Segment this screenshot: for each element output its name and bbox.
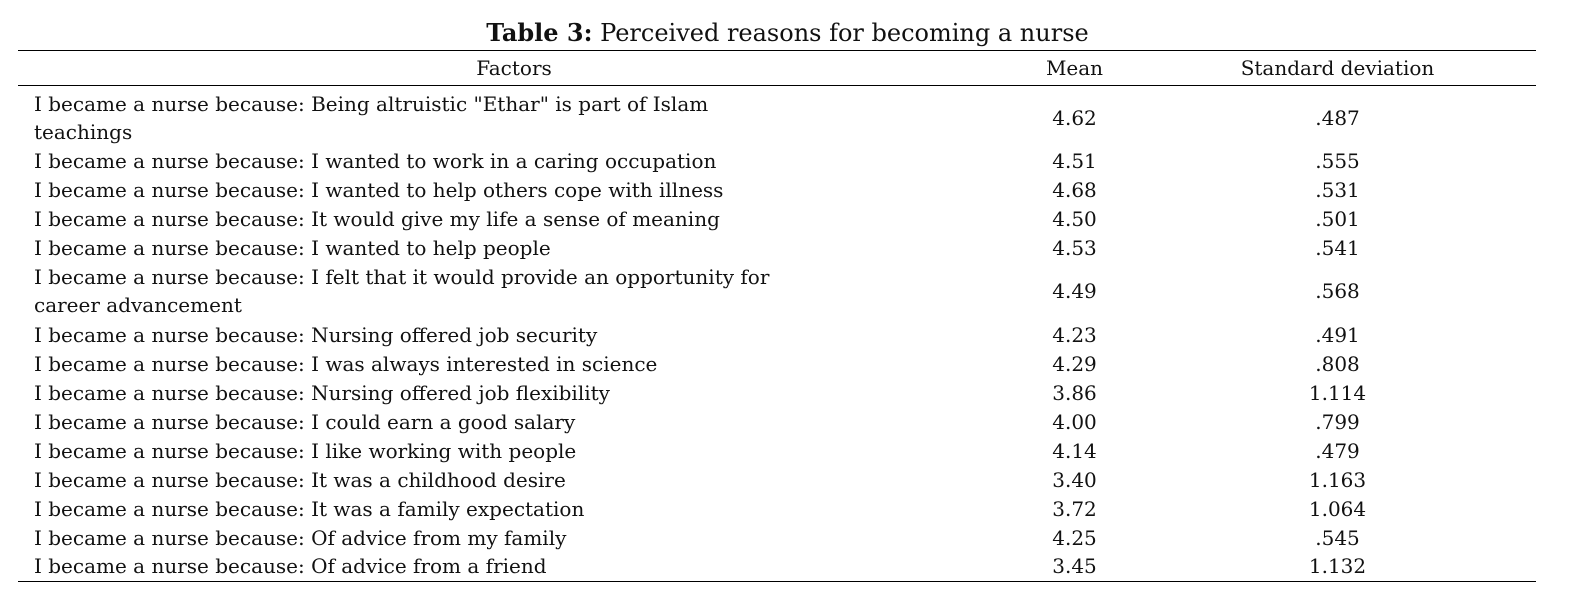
cell-factor: I became a nurse because: I wanted to he… xyxy=(18,175,1010,204)
factor-text: I became a nurse because: I could earn a… xyxy=(34,409,576,434)
cell-standard-deviation: .808 xyxy=(1315,351,1360,376)
cell-mean: 4.00 xyxy=(1052,409,1097,434)
table-caption: Table 3: Perceived reasons for becoming … xyxy=(0,16,1575,50)
table-row: I became a nurse because: I wanted to wo… xyxy=(18,146,1536,175)
factor-text: I became a nurse because: Nursing offere… xyxy=(34,322,598,347)
cell-standard-deviation: 1.114 xyxy=(1308,380,1367,405)
cell-standard-deviation: .568 xyxy=(1315,279,1360,303)
cell-standard-deviation: .501 xyxy=(1315,206,1360,231)
reasons-table: Factors Mean Standard deviation I became… xyxy=(18,50,1536,582)
cell-mean: 4.53 xyxy=(1052,235,1097,260)
table-row: I became a nurse because: I like working… xyxy=(18,436,1536,465)
table-row: I became a nurse because: It was a famil… xyxy=(18,494,1536,523)
factor-text: I became a nurse because: Being altruist… xyxy=(34,92,709,144)
factor-text: I became a nurse because: I was always i… xyxy=(34,351,658,376)
cell-standard-deviation: 1.064 xyxy=(1308,496,1367,521)
cell-mean: 4.29 xyxy=(1052,351,1097,376)
cell-standard-deviation: 1.163 xyxy=(1308,467,1367,492)
cell-mean: 4.14 xyxy=(1052,438,1097,463)
cell-standard-deviation: 1.132 xyxy=(1139,552,1536,582)
cell-factor: I became a nurse because: Of advice from… xyxy=(18,552,1010,582)
cell-standard-deviation: .799 xyxy=(1315,409,1360,434)
cell-factor: I became a nurse because: I like working… xyxy=(18,436,1010,465)
table-row: I became a nurse because: I was always i… xyxy=(18,349,1536,378)
cell-factor: I became a nurse because: I was always i… xyxy=(18,349,1010,378)
cell-factor: I became a nurse because: Of advice from… xyxy=(18,523,1010,552)
cell-factor: I became a nurse because: It was a famil… xyxy=(18,494,1010,523)
cell-factor: I became a nurse because: I could earn a… xyxy=(18,407,1010,436)
factor-text: I became a nurse because: Of advice from… xyxy=(34,554,547,579)
table-row: I became a nurse because: I could earn a… xyxy=(18,407,1536,436)
cell-mean: 3.72 xyxy=(1052,496,1097,521)
factor-text: I became a nurse because: Of advice from… xyxy=(34,525,567,550)
table-caption-label: Table 3: xyxy=(486,18,593,47)
header-standard-deviation: Standard deviation xyxy=(1139,50,1536,86)
table-row: I became a nurse because: It would give … xyxy=(18,204,1536,233)
factor-text: I became a nurse because: I like working… xyxy=(34,438,577,463)
cell-factor: I became a nurse because: It would give … xyxy=(18,204,1010,233)
table-row: I became a nurse because: I wanted to he… xyxy=(18,233,1536,262)
table-row: I became a nurse because: It was a child… xyxy=(18,465,1536,494)
table-caption-text: Perceived reasons for becoming a nurse xyxy=(600,19,1089,47)
cell-mean: 3.45 xyxy=(1010,552,1139,582)
cell-mean: 4.50 xyxy=(1052,206,1097,231)
header-mean: Mean xyxy=(1010,50,1139,86)
table-row: I became a nurse because: Nursing offere… xyxy=(18,320,1536,349)
factor-text: I became a nurse because: I felt that it… xyxy=(34,265,770,317)
cell-standard-deviation: .491 xyxy=(1315,322,1360,347)
factor-text: I became a nurse because: It would give … xyxy=(34,206,720,231)
cell-mean: 3.86 xyxy=(1052,380,1097,405)
factor-text: I became a nurse because: It was a child… xyxy=(34,467,566,492)
table-row: I became a nurse because: I wanted to he… xyxy=(18,175,1536,204)
cell-standard-deviation: .541 xyxy=(1315,235,1360,260)
table-row: I became a nurse because: Being altruist… xyxy=(18,86,1536,147)
table-header-row: Factors Mean Standard deviation xyxy=(18,50,1536,86)
cell-standard-deviation: .545 xyxy=(1315,525,1360,550)
table-row: I became a nurse because: Of advice from… xyxy=(18,552,1536,582)
cell-factor: I became a nurse because: I felt that it… xyxy=(18,262,1010,320)
table-row: I became a nurse because: Nursing offere… xyxy=(18,378,1536,407)
factor-text: I became a nurse because: It was a famil… xyxy=(34,496,585,521)
cell-standard-deviation: .479 xyxy=(1315,438,1360,463)
factor-text: I became a nurse because: Nursing offere… xyxy=(34,380,610,405)
cell-standard-deviation: .531 xyxy=(1315,177,1360,202)
factor-text: I became a nurse because: I wanted to he… xyxy=(34,177,724,202)
cell-mean: 3.40 xyxy=(1052,467,1097,492)
cell-mean: 4.23 xyxy=(1052,322,1097,347)
cell-factor: I became a nurse because: It was a child… xyxy=(18,465,1010,494)
cell-mean: 4.25 xyxy=(1052,525,1097,550)
table-row: I became a nurse because: I felt that it… xyxy=(18,262,1536,320)
cell-factor: I became a nurse because: Nursing offere… xyxy=(18,320,1010,349)
cell-mean: 4.49 xyxy=(1052,279,1097,303)
table-row: I became a nurse because: Of advice from… xyxy=(18,523,1536,552)
cell-standard-deviation: .487 xyxy=(1315,106,1360,130)
cell-standard-deviation: .555 xyxy=(1315,148,1360,173)
cell-factor: I became a nurse because: Being altruist… xyxy=(18,86,1010,147)
cell-factor: I became a nurse because: I wanted to he… xyxy=(18,233,1010,262)
cell-mean: 4.68 xyxy=(1052,177,1097,202)
cell-factor: I became a nurse because: I wanted to wo… xyxy=(18,146,1010,175)
header-factors: Factors xyxy=(18,50,1010,86)
factor-text: I became a nurse because: I wanted to wo… xyxy=(34,148,717,173)
cell-mean: 4.51 xyxy=(1052,148,1097,173)
table-body: I became a nurse because: Being altruist… xyxy=(18,86,1536,582)
factor-text: I became a nurse because: I wanted to he… xyxy=(34,235,551,260)
cell-factor: I became a nurse because: Nursing offere… xyxy=(18,378,1010,407)
cell-mean: 4.62 xyxy=(1052,106,1097,130)
